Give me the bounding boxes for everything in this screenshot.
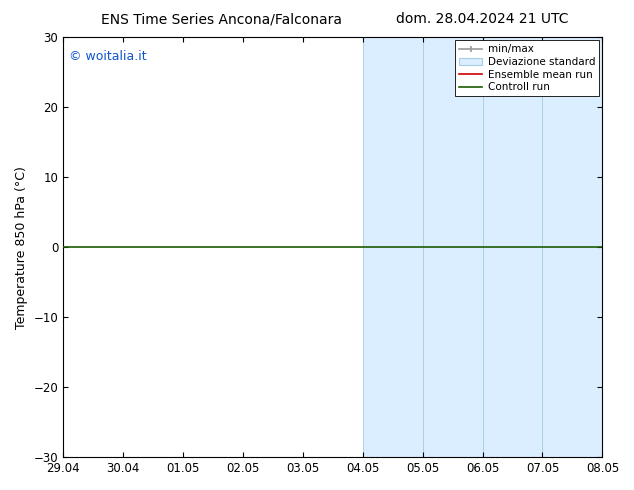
Legend: min/max, Deviazione standard, Ensemble mean run, Controll run: min/max, Deviazione standard, Ensemble m… <box>455 40 599 97</box>
Bar <box>423 37 482 457</box>
Text: ENS Time Series Ancona/Falconara: ENS Time Series Ancona/Falconara <box>101 12 342 26</box>
Bar <box>363 37 423 457</box>
Bar <box>543 37 602 457</box>
Text: dom. 28.04.2024 21 UTC: dom. 28.04.2024 21 UTC <box>396 12 568 26</box>
Y-axis label: Temperature 850 hPa (°C): Temperature 850 hPa (°C) <box>15 166 28 329</box>
Text: © woitalia.it: © woitalia.it <box>68 50 146 63</box>
Bar <box>482 37 543 457</box>
